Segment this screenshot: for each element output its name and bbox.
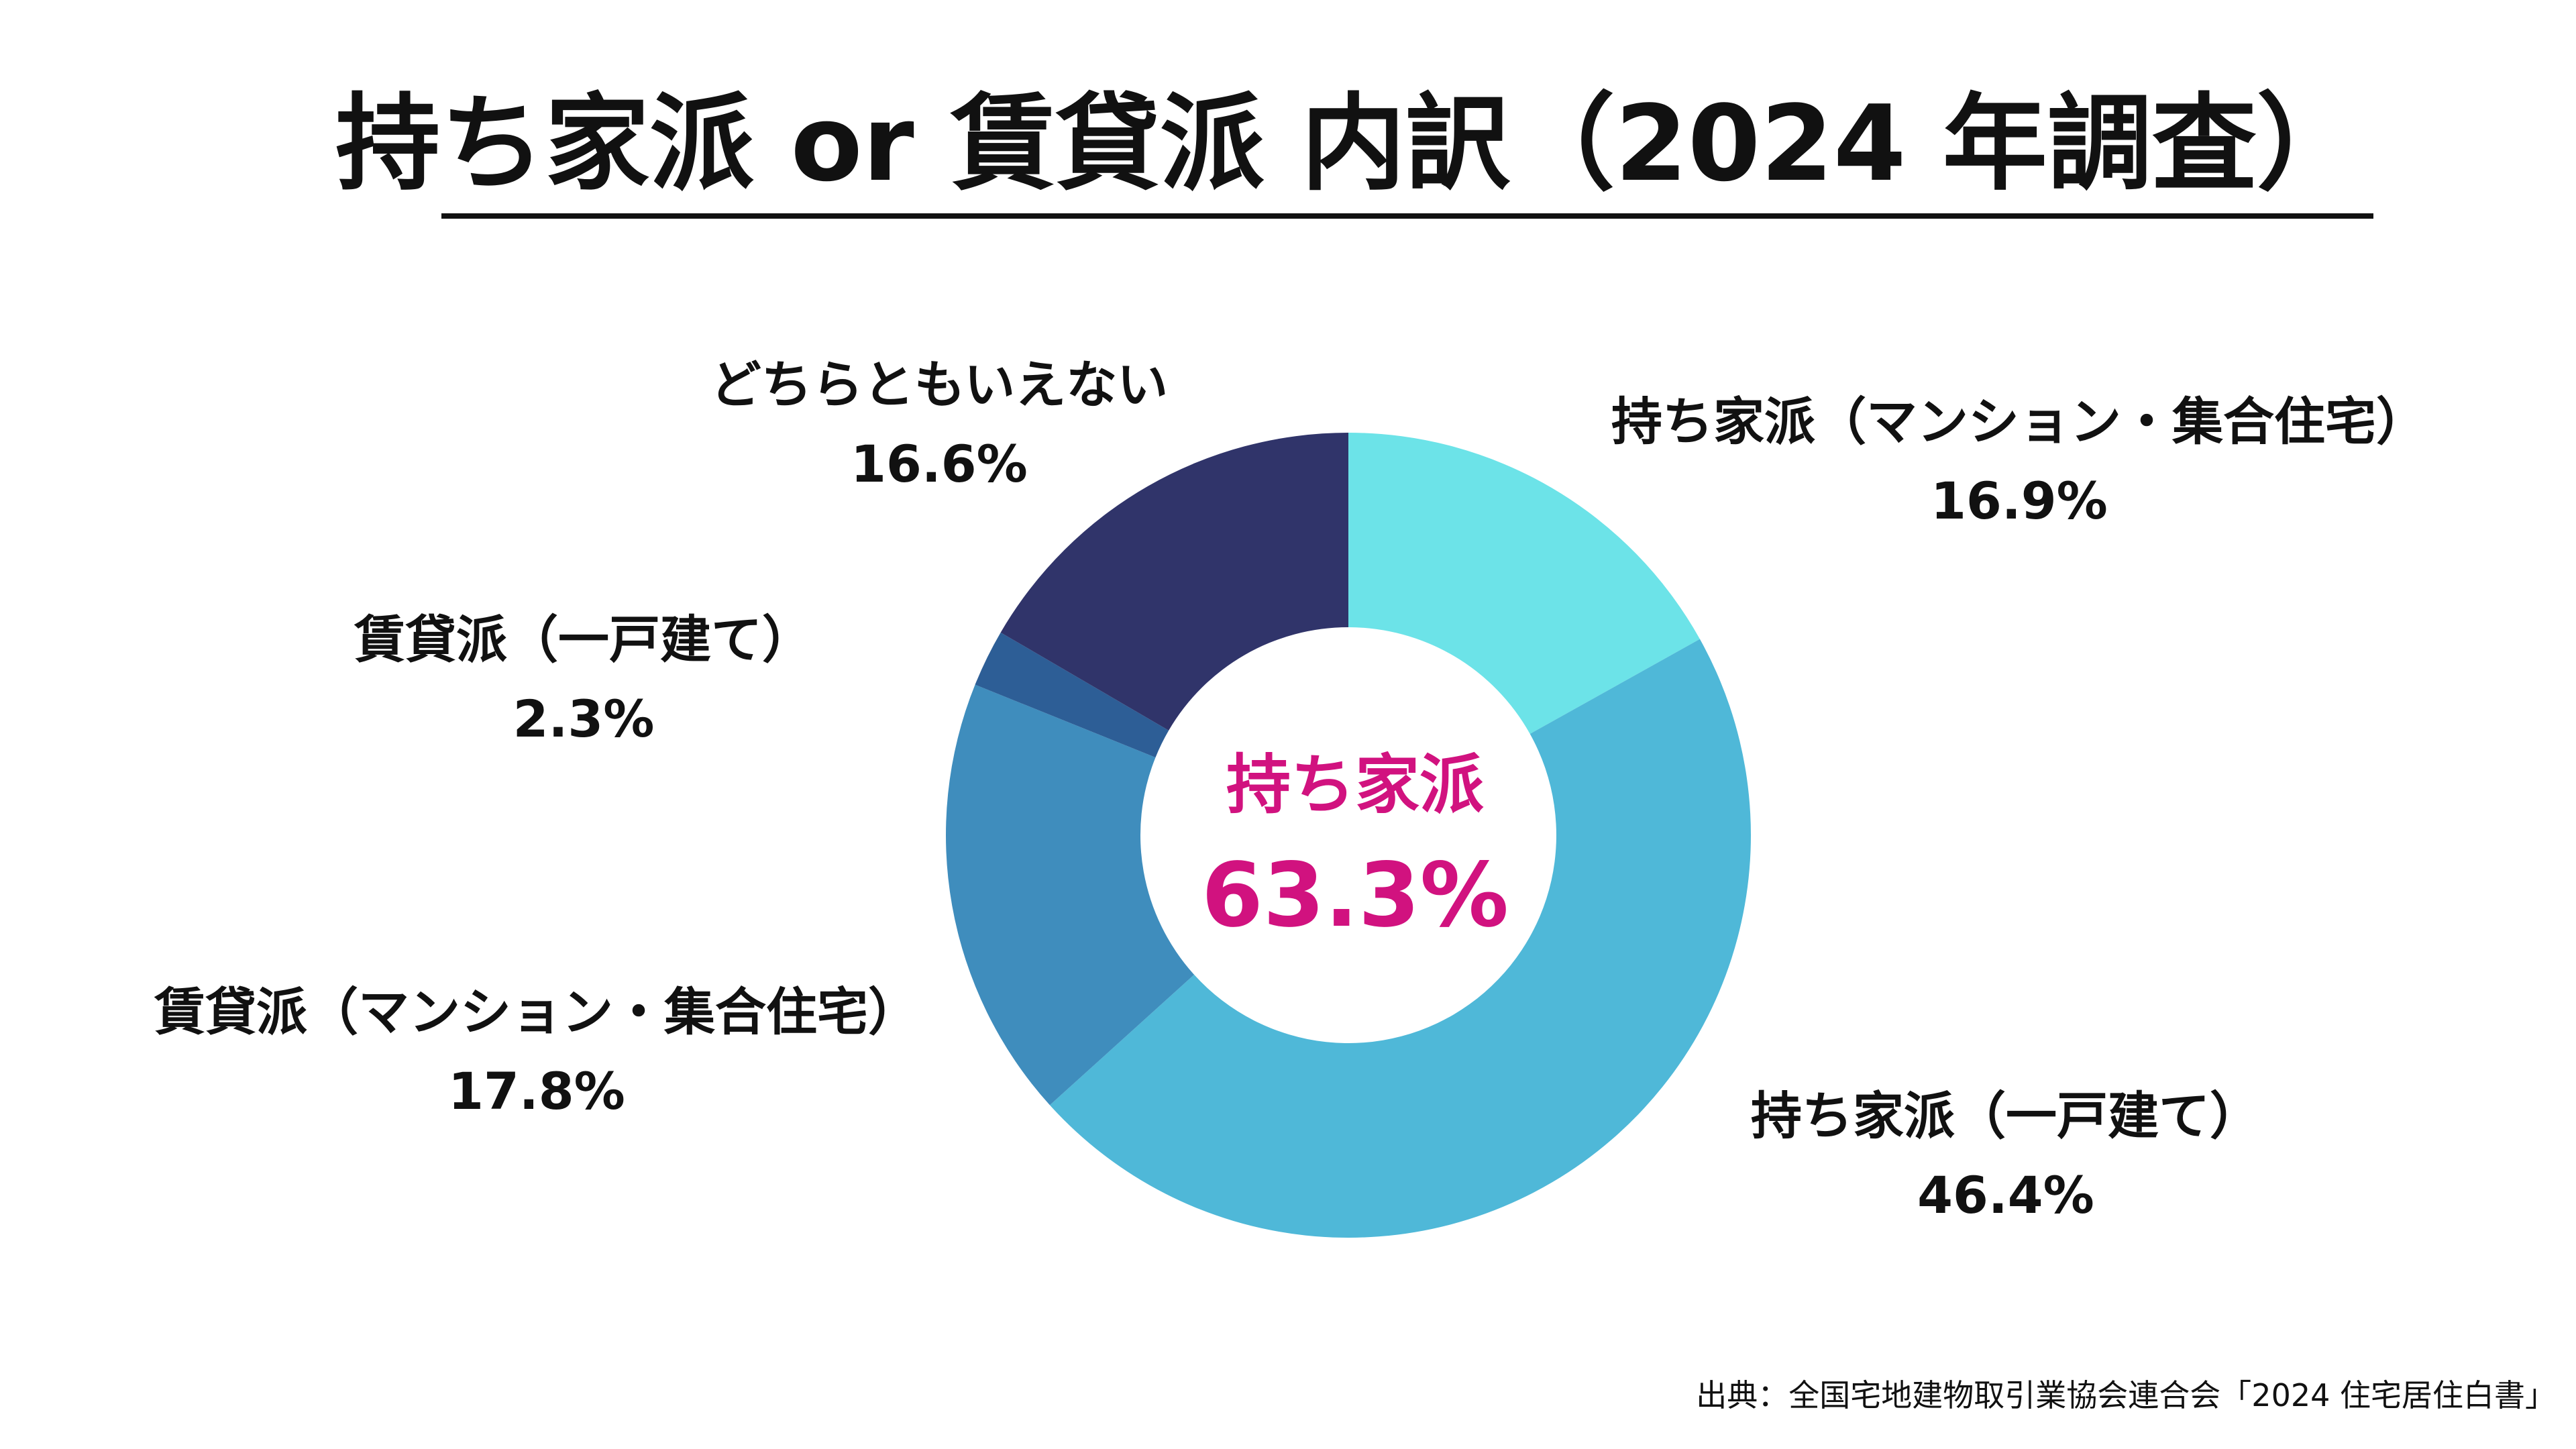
- slice-value: 46.4%: [1917, 1165, 2094, 1225]
- source-note: 出典：全国宅地建物取引業協会連合会「2024 住宅居住白書」: [1696, 1377, 2556, 1413]
- slice-value: 2.3%: [513, 689, 655, 749]
- slice-label-neither: どちらともいえない 16.6%: [470, 345, 1409, 504]
- slice-value: 16.9%: [1931, 471, 2108, 531]
- slice-label-rent-house: 賃貸派（一戸建て） 2.3%: [114, 600, 1053, 759]
- slice-name: どちらともいえない: [710, 355, 1169, 415]
- slice-name: 持ち家派（マンション・集合住宅）: [1611, 392, 2427, 451]
- slice-name: 賃貸派（マンション・集合住宅）: [154, 982, 919, 1042]
- slice-neither: [1000, 433, 1348, 731]
- slice-own-house: [1049, 639, 1752, 1238]
- title-underline: [441, 213, 2373, 219]
- chart-title: 持ち家派 or 賃貸派 内訳（2024 年調査）: [335, 83, 2361, 205]
- slice-name: 持ち家派（一戸建て）: [1751, 1086, 2261, 1146]
- slice-label-rent-condo: 賃貸派（マンション・集合住宅） 17.8%: [67, 973, 1006, 1131]
- center-label: 持ち家派 63.3%: [1087, 738, 1623, 959]
- slice-rent-house: [975, 632, 1169, 758]
- slice-name: 賃貸派（一戸建て）: [354, 610, 813, 669]
- center-value: 63.3%: [1201, 844, 1509, 947]
- slice-rent-condo: [945, 684, 1195, 1106]
- slice-label-own-condo: 持ち家派（マンション・集合住宅） 16.9%: [1550, 382, 2489, 541]
- slice-own-condo: [1348, 433, 1700, 734]
- slice-label-own-house: 持ち家派（一戸建て） 46.4%: [1536, 1077, 2475, 1235]
- slice-value: 16.6%: [851, 434, 1028, 494]
- center-name: 持ち家派: [1226, 747, 1484, 822]
- slice-value: 17.8%: [448, 1061, 625, 1121]
